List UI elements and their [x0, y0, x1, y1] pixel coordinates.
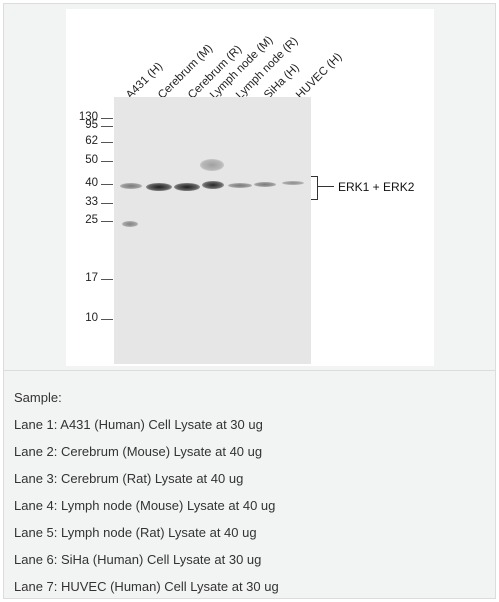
caption-heading: Sample: — [14, 390, 62, 405]
mw-marker-33: 33 — [85, 196, 98, 208]
western-blot-figure: A431 (H) Cerebrum (M) Cerebrum (R) Lymph… — [66, 9, 434, 366]
mw-tick — [101, 142, 113, 143]
mw-marker-10: 10 — [85, 312, 98, 324]
band-lane-5 — [228, 183, 252, 188]
protein-bracket-line — [318, 186, 334, 187]
caption-lane-3: Lane 3: Cerebrum (Rat) Lysate at 40 ug — [14, 471, 244, 486]
mw-marker-130: 130 — [78, 111, 98, 123]
lane-label-7: HUVEC (H) — [294, 50, 345, 102]
blot-membrane — [114, 97, 311, 364]
mw-marker-50: 50 — [85, 154, 98, 166]
band-lane-4 — [202, 181, 224, 189]
band-lane-1 — [120, 183, 142, 189]
mw-tick — [101, 126, 113, 127]
caption-lane-7: Lane 7: HUVEC (Human) Cell Lysate at 30 … — [14, 579, 279, 594]
caption-lane-5: Lane 5: Lymph node (Rat) Lysate at 40 ug — [14, 525, 257, 540]
western-blot-figure-area: A431 (H) Cerebrum (M) Cerebrum (R) Lymph… — [4, 4, 495, 371]
mw-tick — [101, 203, 113, 204]
caption-lane-6: Lane 6: SiHa (Human) Cell Lysate at 30 u… — [14, 552, 262, 567]
mw-marker-25: 25 — [85, 214, 98, 226]
caption-lane-2: Lane 2: Cerebrum (Mouse) Lysate at 40 ug — [14, 444, 263, 459]
product-image-card: A431 (H) Cerebrum (M) Cerebrum (R) Lymph… — [3, 3, 496, 599]
band-lane-1-lower — [122, 221, 138, 227]
mw-marker-95: 95 — [85, 119, 98, 131]
mw-tick — [101, 118, 113, 119]
mw-marker-40: 40 — [85, 177, 98, 189]
caption-lane-4: Lane 4: Lymph node (Mouse) Lysate at 40 … — [14, 498, 276, 513]
caption-lane-1: Lane 1: A431 (Human) Cell Lysate at 30 u… — [14, 417, 263, 432]
mw-marker-17: 17 — [85, 272, 98, 284]
band-lane-3 — [174, 183, 200, 191]
mw-tick — [101, 221, 113, 222]
mw-tick — [101, 184, 113, 185]
sample-caption: Sample: Lane 1: A431 (Human) Cell Lysate… — [14, 384, 484, 600]
band-lane-6 — [254, 182, 276, 187]
mw-marker-62: 62 — [85, 135, 98, 147]
band-lane-2 — [146, 183, 172, 191]
mw-tick — [101, 279, 113, 280]
mw-tick — [101, 161, 113, 162]
protein-label: ERK1 + ERK2 — [338, 180, 415, 194]
mw-tick — [101, 319, 113, 320]
band-lane-4-upper — [200, 159, 224, 171]
band-lane-7 — [282, 181, 304, 185]
protein-bracket — [311, 176, 318, 200]
